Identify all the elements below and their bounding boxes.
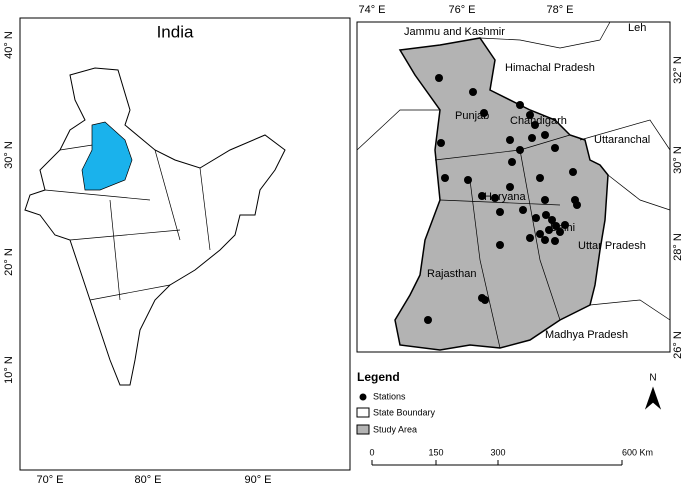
scale-label: 600 Km [622, 447, 653, 457]
station [519, 206, 527, 214]
station [441, 174, 449, 182]
station [528, 134, 536, 142]
station [491, 194, 499, 202]
scale-label: 300 [490, 447, 505, 457]
station [506, 136, 514, 144]
station [481, 296, 489, 304]
lat-label: 32° N [672, 56, 684, 84]
lon-label: 80° E [134, 474, 161, 486]
lon-label: 74° E [358, 4, 385, 16]
north-label: N [649, 373, 656, 384]
place-label: Chandigarh [510, 115, 567, 127]
station [552, 222, 560, 230]
place-label: Punjab [455, 110, 489, 122]
station [541, 236, 549, 244]
station [464, 176, 472, 184]
scale-label: 0 [369, 447, 374, 457]
place-label: Uttaranchal [594, 134, 650, 146]
lat-label: 20° N [3, 248, 15, 276]
place-label: Jammu and Kashmir [404, 26, 505, 38]
station [573, 201, 581, 209]
lon-label: 70° E [36, 474, 63, 486]
lat-label: 30° N [672, 146, 684, 174]
scale-label: 150 [428, 447, 443, 457]
lat-label: 30° N [3, 141, 15, 169]
station [469, 88, 477, 96]
place-label: Haryana [484, 191, 526, 203]
station [437, 139, 445, 147]
station [551, 237, 559, 245]
station [506, 183, 514, 191]
legend-dot [359, 393, 367, 401]
station [508, 158, 516, 166]
station [478, 192, 486, 200]
station [542, 211, 550, 219]
station [536, 230, 544, 238]
station [526, 234, 534, 242]
map-title: India [157, 22, 194, 41]
station [496, 241, 504, 249]
station [516, 101, 524, 109]
station [424, 316, 432, 324]
legend-swatch [356, 424, 370, 435]
station [532, 214, 540, 222]
legend-label: Stations [373, 391, 406, 401]
place-label: Uttar Pradesh [578, 240, 646, 252]
lon-label: 76° E [448, 4, 475, 16]
station [569, 168, 577, 176]
station [551, 144, 559, 152]
station [516, 146, 524, 154]
legend-title: Legend [357, 370, 400, 384]
place-label: Leh [628, 22, 646, 34]
place-label: Delhi [550, 222, 575, 234]
lat-label: 28° N [672, 233, 684, 261]
station [531, 121, 539, 129]
lat-label: 10° N [3, 356, 15, 384]
station [561, 221, 569, 229]
india-outline [24, 67, 286, 386]
station [435, 74, 443, 82]
place-label: Rajasthan [427, 268, 477, 280]
lat-label: 40° N [3, 31, 15, 59]
station [480, 109, 488, 117]
station [496, 208, 504, 216]
legend-swatch [356, 407, 370, 418]
station [536, 174, 544, 182]
lon-label: 78° E [546, 4, 573, 16]
study-area-inset [81, 121, 133, 191]
place-label: Himachal Pradesh [505, 62, 595, 74]
scale-bar [371, 460, 623, 466]
lat-label: 26° N [672, 331, 684, 359]
lon-label: 90° E [244, 474, 271, 486]
station [526, 111, 534, 119]
north-arrow [644, 386, 662, 410]
legend-label: State Boundary [373, 407, 436, 417]
station [541, 196, 549, 204]
place-label: Madhya Pradesh [545, 329, 628, 341]
station [541, 131, 549, 139]
legend-label: Study Area [373, 424, 417, 434]
station [548, 216, 556, 224]
station [545, 226, 553, 234]
station [556, 228, 564, 236]
legend [356, 393, 370, 435]
